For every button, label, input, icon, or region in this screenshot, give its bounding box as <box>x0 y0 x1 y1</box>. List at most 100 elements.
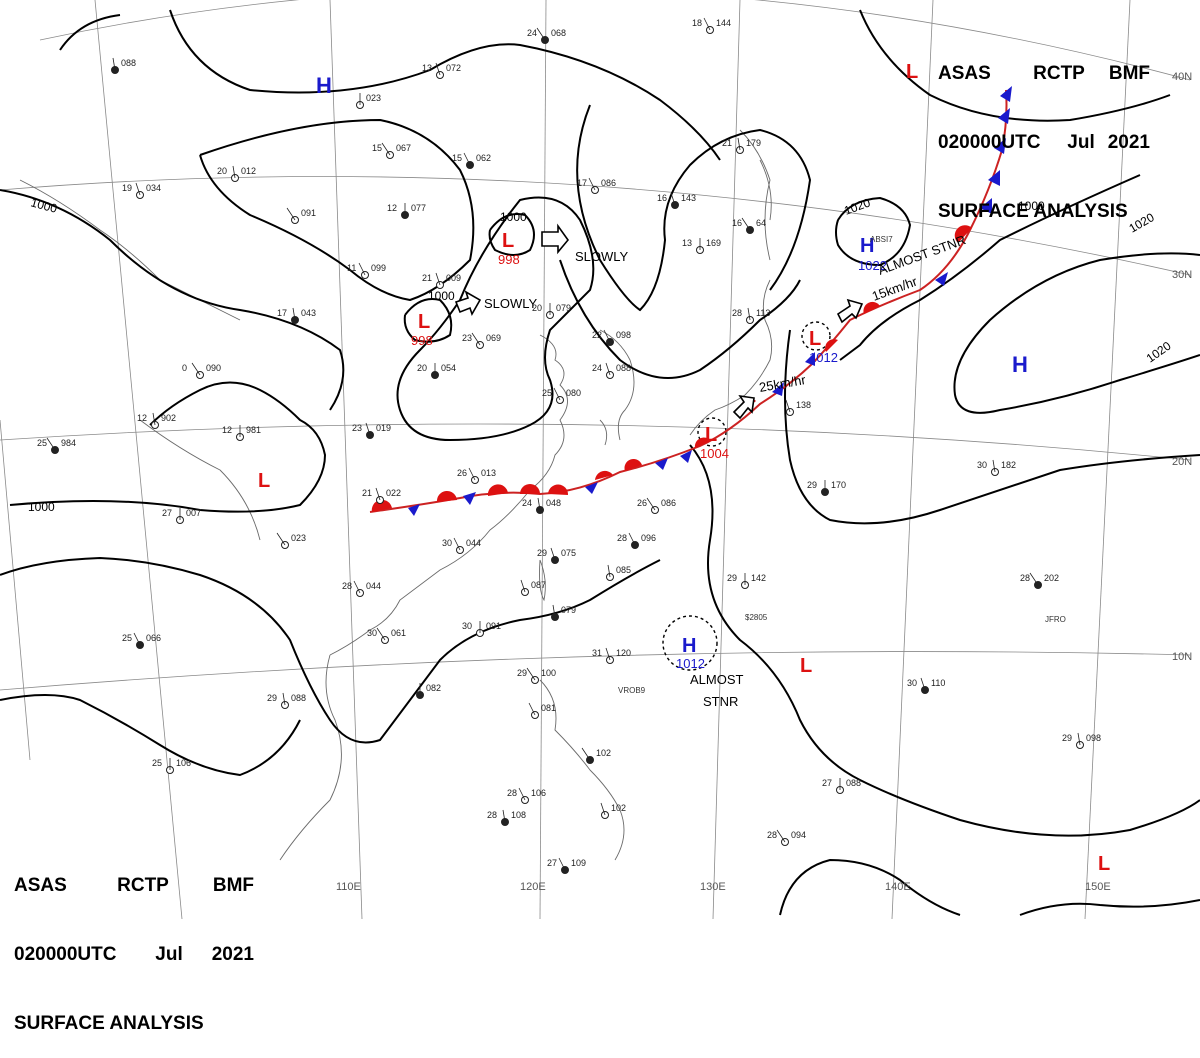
station-temp: 17 <box>277 308 287 318</box>
wind-barb <box>603 329 611 343</box>
station-temp: 28 <box>1020 573 1030 583</box>
station-plot: 085 <box>606 564 631 581</box>
station-plot: 29 170 <box>807 480 846 496</box>
header-code-2: RCTP <box>117 875 169 896</box>
station-temp: 20 <box>417 363 427 373</box>
arrow-low-kyushu <box>732 394 755 420</box>
station-temp: 21 <box>422 273 432 283</box>
wind-barb <box>552 604 556 618</box>
station-temp: 29 <box>517 668 527 678</box>
coastlines <box>19 129 773 861</box>
station-temp: 28 <box>507 788 517 798</box>
station-pressure: 179 <box>746 138 761 148</box>
station-pressure: 088 <box>291 693 306 703</box>
station-pressure: 143 <box>681 193 696 203</box>
wind-barb <box>435 272 441 286</box>
station-temp: 29 <box>807 480 817 490</box>
lon-label: 130E <box>700 881 726 893</box>
parallel-30n <box>0 176 1191 276</box>
station-plot: 29 075 <box>537 547 576 564</box>
station-plot: 30 110 <box>907 677 945 694</box>
wind-barb <box>133 632 141 646</box>
station-pressure: 138 <box>796 400 811 410</box>
station-temp: 24 <box>592 363 602 373</box>
station-ids: ABSI7 JFRO VROB9 $2805 <box>618 235 1066 695</box>
high-south-pressure: 1012 <box>676 656 705 671</box>
parallel-20n <box>0 423 1191 461</box>
ring-low-japan <box>801 321 831 351</box>
isobar-1000-west <box>0 189 345 411</box>
station-temp: 28 <box>732 308 742 318</box>
wind-barb <box>353 580 361 594</box>
station-temp: 12 <box>137 413 147 423</box>
wind-barb <box>112 57 116 71</box>
coast-korea <box>599 329 635 441</box>
wind-barb <box>502 809 506 823</box>
header-time: 020000UTC <box>938 132 1041 153</box>
station-temp: 18 <box>692 18 702 28</box>
station-plot: 17 086 <box>577 177 616 194</box>
isobar-1012-ring <box>576 104 812 312</box>
station-temp: 25 <box>152 758 162 768</box>
station-pressure: 120 <box>616 648 631 658</box>
station-temp: 30 <box>907 678 917 688</box>
station-temp: 29 <box>267 693 277 703</box>
high-nw-symbol: H <box>316 73 332 98</box>
lat-label: 20N <box>1172 456 1192 468</box>
station-pressure: 088 <box>846 778 861 788</box>
isobar-1006-south <box>0 694 301 777</box>
coast-luzon-strait <box>599 419 608 446</box>
station-plot: 29 088 <box>267 692 306 709</box>
low-ne-symbol: L <box>906 61 918 83</box>
station-temp: 25 <box>542 388 552 398</box>
station-plot: 23 069 <box>462 332 501 349</box>
wind-barb <box>607 564 611 578</box>
wind-barb <box>588 177 596 191</box>
station-temp: 25 <box>122 633 132 643</box>
station-temp: 30 <box>977 460 987 470</box>
wind-barb <box>581 747 591 761</box>
wind-barb <box>600 802 606 816</box>
header-time: 020000UTC <box>14 944 117 965</box>
station-plot: 16 143 <box>657 192 696 209</box>
wind-barb <box>518 787 526 801</box>
station-pressure: 062 <box>476 153 491 163</box>
station-plot: 0 090 <box>182 362 221 379</box>
station-temp: 29 <box>1062 733 1072 743</box>
station-pressure: 144 <box>716 18 731 28</box>
low-1-pressure: 998 <box>498 252 520 267</box>
station-pressure: 090 <box>206 363 221 373</box>
isobar-1008-east <box>784 329 1200 525</box>
isobar-label: 1000 <box>1018 199 1045 213</box>
station-plot: 26 013 <box>457 467 496 484</box>
station-plot: 27 007 <box>162 508 201 524</box>
isobar-1006-west <box>0 556 661 744</box>
station-plot: 28 108 <box>487 809 526 826</box>
header-code-1: ASAS <box>938 63 991 84</box>
station-id: $2805 <box>745 613 768 622</box>
lat-label: 10N <box>1172 651 1192 663</box>
station-pressure: 100 <box>541 668 556 678</box>
coast-sakhalin <box>759 159 772 221</box>
stnr-label-south: STNR <box>703 694 738 709</box>
station-pressure: 079 <box>556 303 571 313</box>
station-plot: 138 <box>785 399 811 416</box>
meridian-150e <box>1084 0 1131 919</box>
isobar-south-loop <box>689 444 1200 837</box>
station-temp: 16 <box>657 193 667 203</box>
wind-barb <box>605 362 611 376</box>
isobar-label: 1000 <box>500 210 527 224</box>
station-plot: 31 120 <box>592 647 631 664</box>
wind-barb <box>375 487 381 501</box>
station-temp: 0 <box>182 363 187 373</box>
station-plot: 19 034 <box>122 182 161 199</box>
station-plot: 21 022 <box>362 487 401 504</box>
station-pressure: 019 <box>376 423 391 433</box>
header-code-1: ASAS <box>14 875 67 896</box>
wind-barb <box>463 152 471 166</box>
pressure-systems: H L L 998 L 998 L H 1022 H L 1012 L 1004… <box>258 61 1110 875</box>
wind-barb <box>232 165 236 179</box>
station-plot: 079 <box>551 604 576 621</box>
station-plot: 30 182 <box>977 459 1016 476</box>
isobar-1020-east <box>839 9 1171 361</box>
